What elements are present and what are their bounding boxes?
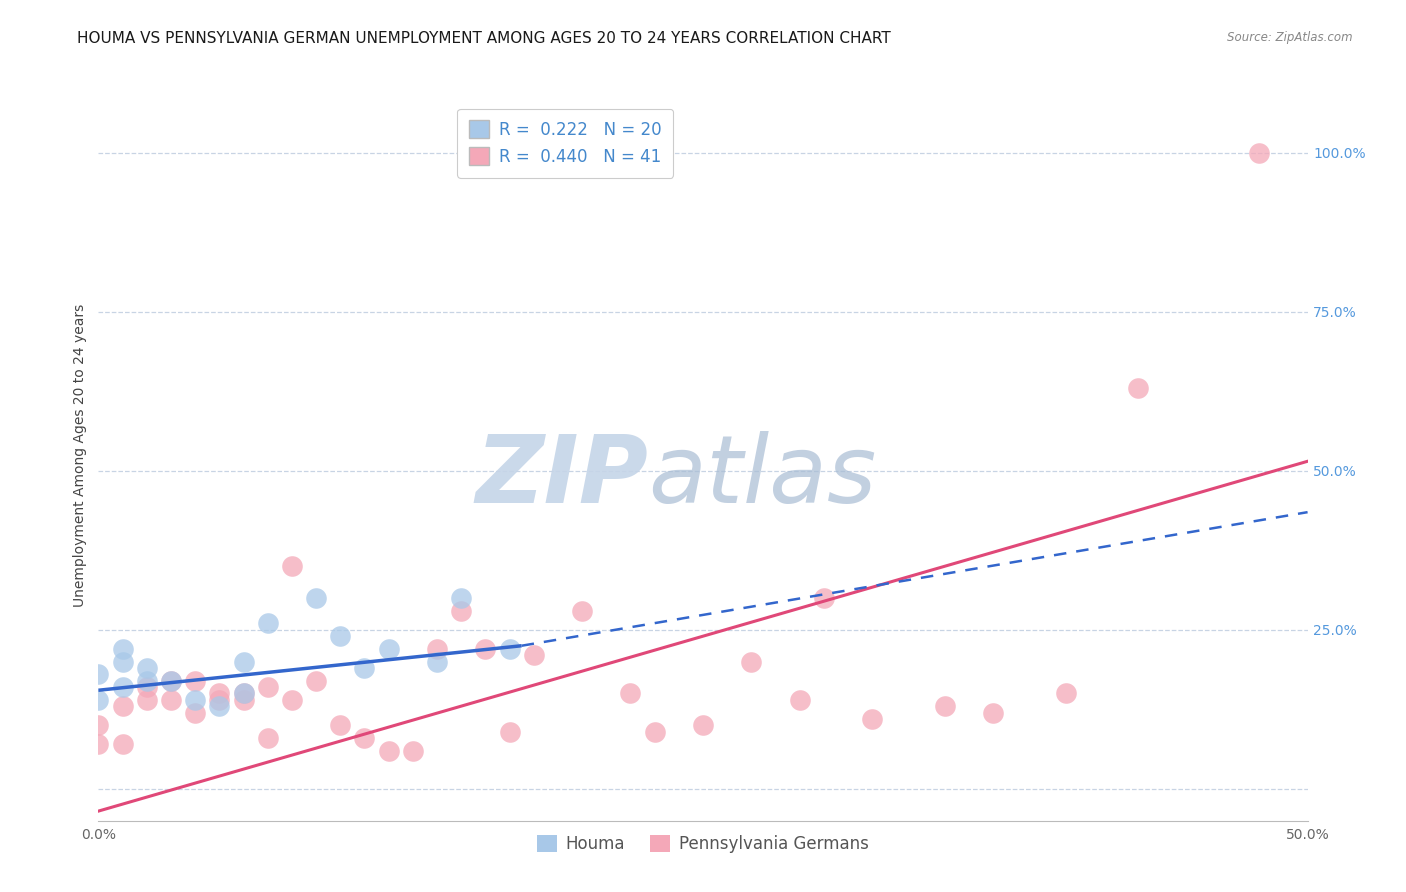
- Point: [87, 718, 110, 732]
- Y-axis label: Unemployment Among Ages 20 to 24 years: Unemployment Among Ages 20 to 24 years: [73, 303, 87, 607]
- Point: [498, 641, 520, 656]
- Point: [256, 731, 278, 745]
- Point: [305, 591, 328, 605]
- Point: [256, 680, 278, 694]
- Point: [160, 673, 183, 688]
- Point: [232, 655, 254, 669]
- Point: [644, 724, 666, 739]
- Point: [281, 559, 304, 574]
- Point: [184, 673, 207, 688]
- Point: [160, 693, 183, 707]
- Point: [474, 641, 496, 656]
- Point: [619, 686, 641, 700]
- Point: [450, 604, 472, 618]
- Point: [232, 686, 254, 700]
- Point: [981, 706, 1004, 720]
- Point: [208, 699, 231, 714]
- Point: [135, 693, 157, 707]
- Point: [789, 693, 811, 707]
- Text: Source: ZipAtlas.com: Source: ZipAtlas.com: [1227, 31, 1353, 45]
- Point: [111, 699, 134, 714]
- Point: [135, 673, 157, 688]
- Point: [111, 680, 134, 694]
- Legend: Houma, Pennsylvania Germans: Houma, Pennsylvania Germans: [531, 829, 875, 860]
- Point: [160, 673, 183, 688]
- Point: [498, 724, 520, 739]
- Point: [692, 718, 714, 732]
- Point: [571, 604, 593, 618]
- Text: atlas: atlas: [648, 432, 877, 523]
- Point: [135, 661, 157, 675]
- Point: [135, 680, 157, 694]
- Point: [860, 712, 883, 726]
- Text: ZIP: ZIP: [475, 431, 648, 523]
- Point: [208, 686, 231, 700]
- Point: [232, 686, 254, 700]
- Point: [208, 693, 231, 707]
- Point: [377, 641, 399, 656]
- Point: [184, 693, 207, 707]
- Point: [281, 693, 304, 707]
- Point: [426, 641, 449, 656]
- Point: [111, 655, 134, 669]
- Point: [426, 655, 449, 669]
- Point: [87, 737, 110, 751]
- Point: [305, 673, 328, 688]
- Point: [329, 629, 352, 643]
- Point: [353, 731, 375, 745]
- Point: [813, 591, 835, 605]
- Point: [1054, 686, 1077, 700]
- Point: [111, 641, 134, 656]
- Point: [740, 655, 762, 669]
- Point: [184, 706, 207, 720]
- Point: [377, 744, 399, 758]
- Point: [353, 661, 375, 675]
- Text: HOUMA VS PENNSYLVANIA GERMAN UNEMPLOYMENT AMONG AGES 20 TO 24 YEARS CORRELATION : HOUMA VS PENNSYLVANIA GERMAN UNEMPLOYMEN…: [77, 31, 891, 46]
- Point: [87, 693, 110, 707]
- Point: [256, 616, 278, 631]
- Point: [402, 744, 425, 758]
- Point: [934, 699, 956, 714]
- Point: [232, 693, 254, 707]
- Point: [1249, 145, 1271, 160]
- Point: [329, 718, 352, 732]
- Point: [1128, 381, 1150, 395]
- Point: [87, 667, 110, 681]
- Point: [111, 737, 134, 751]
- Point: [450, 591, 472, 605]
- Point: [523, 648, 546, 663]
